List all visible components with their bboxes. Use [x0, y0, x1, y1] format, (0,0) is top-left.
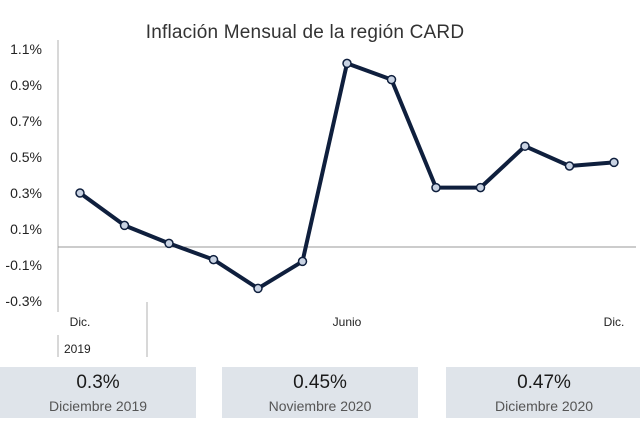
year-label: 2019: [64, 342, 91, 356]
data-point: [75, 188, 85, 198]
data-point: [164, 238, 174, 249]
x-tick-label: Dic.: [604, 315, 625, 329]
summary-value: 0.45%: [293, 372, 347, 393]
y-tick-label: 0.1%: [10, 221, 42, 237]
summary-label: Diciembre 2019: [48, 398, 148, 414]
y-tick-label: -0.1%: [5, 257, 42, 273]
y-tick-label: -0.3%: [5, 293, 42, 309]
chart-title: Inflación Mensual de la región CARD: [145, 22, 465, 43]
y-tick-label: 0.3%: [10, 185, 42, 201]
data-point: [431, 182, 441, 193]
line-chart: 1.1% 0.9% 0.7% 0.5% 0.3% 0.1% -0.1% -0.3% Dic. J…: [5, 40, 636, 357]
x-axis-labels: Dic. Junio Dic.: [70, 315, 625, 329]
data-point: [342, 58, 352, 69]
summary-label: Noviembre 2020: [268, 398, 372, 414]
data-point: [297, 256, 308, 267]
y-tick-label: 1.1%: [10, 41, 42, 57]
summary-value: 0.3%: [76, 372, 120, 393]
data-point: [475, 182, 486, 193]
summary-value: 0.47%: [517, 372, 571, 393]
summary-card-nov-2020: 0.45% Noviembre 2020: [222, 367, 418, 418]
data-point: [119, 220, 130, 231]
summary-label: Diciembre 2020: [494, 398, 594, 414]
summary-card-dec-2019: 0.3% Diciembre 2019: [0, 367, 196, 418]
data-point: [208, 254, 219, 265]
summary-card-dec-2020: 0.47% Diciembre 2020: [446, 367, 640, 418]
y-tick-label: 0.5%: [10, 149, 42, 165]
x-tick-label: Junio: [333, 315, 362, 329]
data-point: [564, 161, 575, 171]
data-point: [520, 141, 530, 151]
series-markers: [75, 58, 619, 294]
series-line: [78, 61, 615, 291]
data-point: [253, 283, 263, 294]
data-point: [386, 74, 397, 85]
data-point: [609, 157, 619, 168]
x-tick-label: Dic.: [70, 315, 91, 329]
y-axis-ticks: 1.1% 0.9% 0.7% 0.5% 0.3% 0.1% -0.1% -0.3%: [5, 41, 42, 309]
y-tick-label: 0.7%: [10, 113, 42, 129]
y-tick-label: 0.9%: [10, 77, 42, 93]
